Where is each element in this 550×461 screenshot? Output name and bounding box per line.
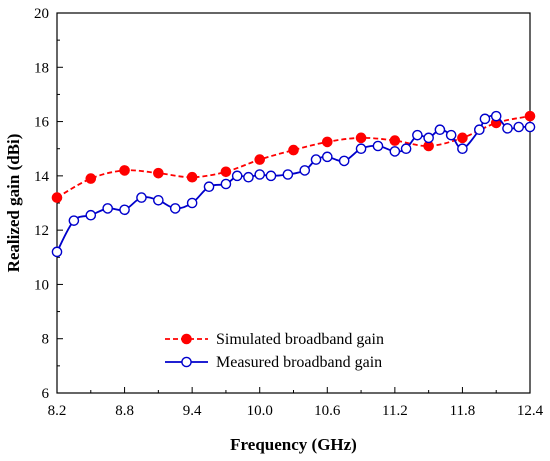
measured-data-point [372, 140, 384, 152]
simulated-series-line [56, 115, 531, 199]
y-tick-label: 20 [34, 6, 49, 22]
measured-data-point [243, 171, 254, 183]
x-tick-label: 10.6 [314, 403, 341, 419]
measured-data-point [169, 203, 181, 214]
simulated-data-point [457, 132, 468, 144]
measured-data-point [68, 215, 80, 226]
measured-data-point [282, 169, 294, 180]
measured-data-point [203, 181, 215, 193]
measured-data-point [102, 203, 113, 214]
measured-data-point [355, 143, 367, 155]
measured-data-point [186, 197, 198, 209]
measured-data-point [136, 192, 147, 203]
measured-data-point [479, 113, 491, 125]
measured-data-point [457, 143, 468, 155]
y-axis-ticks: 6 8 10 12 14 16 18 20 [34, 6, 63, 402]
x-tick-label: 9.4 [183, 403, 202, 419]
x-tick-label: 11.8 [450, 403, 476, 419]
measured-data-point [434, 124, 446, 136]
x-tick-label: 11.2 [382, 403, 408, 419]
y-tick-label: 6 [42, 386, 50, 402]
simulated-data-point [153, 167, 164, 179]
measured-data-point [423, 132, 434, 144]
y-tick-label: 10 [34, 277, 49, 293]
simulated-data-point [85, 173, 97, 184]
measured-data-point [474, 124, 485, 136]
measured-data-point [254, 169, 266, 180]
measured-data-point [490, 110, 502, 122]
measured-data-point [400, 143, 412, 155]
y-tick-label: 14 [34, 169, 50, 185]
simulated-data-point [51, 192, 63, 203]
measured-data-point [389, 146, 401, 157]
x-tick-label: 8.2 [48, 403, 67, 419]
simulated-data-point [288, 144, 299, 156]
measured-data-point [231, 170, 243, 182]
series-layer [51, 110, 536, 258]
legend-measured-label: Measured broadband gain [216, 354, 382, 371]
y-tick-label: 8 [42, 332, 50, 348]
measured-data-point [445, 129, 457, 141]
simulated-data-point [355, 132, 367, 144]
measured-data-point [513, 121, 525, 133]
measured-data-point [524, 121, 536, 133]
legend-simulated-marker [181, 333, 192, 345]
measured-data-point [502, 123, 513, 134]
legend: Simulated broadband gain Measured broadb… [165, 331, 384, 371]
measured-data-point [412, 129, 423, 141]
y-axis-title: Realized gain (dBi) [4, 134, 23, 273]
x-axis-title: Frequency (GHz) [230, 435, 357, 454]
simulated-data-point [389, 135, 401, 146]
x-tick-label: 10.0 [247, 403, 273, 419]
y-tick-label: 16 [34, 115, 50, 131]
measured-data-point [299, 165, 311, 176]
simulated-data-point [524, 110, 536, 122]
measured-data-point [321, 151, 333, 163]
simulated-data-point [254, 154, 266, 165]
measured-data-point [85, 209, 97, 221]
simulated-data-point [321, 136, 333, 148]
measured-data-point [310, 154, 322, 165]
y-tick-label: 12 [34, 223, 49, 239]
x-tick-label: 8.8 [115, 403, 134, 419]
y-tick-label: 18 [34, 60, 49, 76]
measured-data-point [220, 178, 232, 190]
measured-data-point [338, 155, 350, 167]
measured-data-point [265, 170, 277, 182]
measured-data-point [153, 194, 164, 206]
legend-simulated-label: Simulated broadband gain [216, 331, 384, 348]
measured-data-point [51, 246, 63, 258]
legend-measured-marker [181, 356, 192, 368]
simulated-data-point [119, 165, 130, 176]
measured-data-point [119, 204, 130, 216]
x-tick-label: 12.4 [517, 403, 544, 419]
simulated-data-point [186, 171, 198, 183]
simulated-data-point [220, 166, 232, 178]
x-axis-ticks: 8.2 8.8 9.4 10.0 10.6 11.2 11.8 12.4 [48, 387, 544, 419]
